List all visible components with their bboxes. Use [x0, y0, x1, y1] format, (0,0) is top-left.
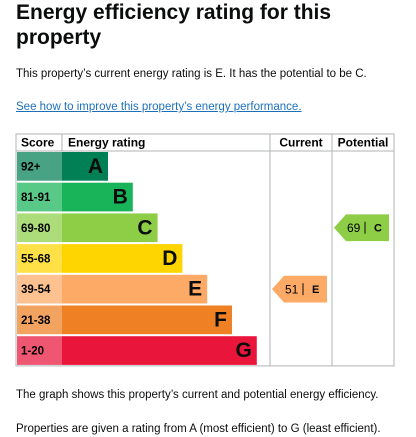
- note-text: The graph shows this property’s current …: [16, 389, 379, 401]
- score-range: 1-20: [21, 346, 44, 358]
- rating-letter: B: [113, 186, 128, 209]
- column-header: Energy rating: [68, 136, 145, 150]
- rating-bar: [62, 274, 208, 304]
- rating-letter: A: [88, 155, 103, 178]
- rating-letter: F: [214, 308, 227, 331]
- score-range: 21-38: [21, 315, 51, 327]
- potential-letter: C: [374, 223, 382, 235]
- score-range: 39-54: [21, 284, 51, 296]
- column-header: Score: [21, 136, 55, 150]
- score-range: 92+: [21, 161, 41, 173]
- score-cell: [17, 305, 62, 335]
- improve-link[interactable]: See how to improve this property’s energ…: [16, 101, 302, 113]
- potential-arrow: [334, 214, 389, 242]
- score-cell: [17, 213, 62, 243]
- potential-score: 69: [347, 221, 361, 235]
- score-cell: [17, 274, 62, 304]
- current-arrow: [272, 275, 327, 303]
- column-header: Potential: [338, 136, 389, 150]
- score-cell: [17, 182, 62, 212]
- table-border: [15, 133, 395, 367]
- rating-letter: C: [137, 216, 152, 239]
- rating-letter: D: [162, 247, 177, 270]
- score-cell: [17, 336, 62, 365]
- rating-bar: [62, 182, 133, 212]
- score-range: 69-80: [21, 223, 50, 235]
- current-letter: E: [312, 284, 319, 296]
- rating-bar: [62, 152, 108, 181]
- rating-bar: [62, 244, 183, 273]
- page-title: Energy efficiency rating for this proper…: [16, 1, 332, 49]
- intro-text: This property’s current energy rating is…: [16, 68, 367, 80]
- rating-bar: [62, 336, 257, 365]
- score-range: 55-68: [21, 253, 51, 265]
- score-cell: [17, 152, 62, 181]
- rating-letter: G: [235, 339, 251, 362]
- rating-bar: [62, 213, 158, 243]
- rating-bar: [62, 305, 232, 335]
- score-cell: [17, 244, 62, 273]
- column-header: Current: [279, 136, 322, 150]
- note-text: Properties are given a rating from A (mo…: [16, 423, 381, 435]
- rating-letter: E: [188, 278, 202, 301]
- current-score: 51: [285, 282, 299, 296]
- score-range: 81-91: [21, 192, 51, 204]
